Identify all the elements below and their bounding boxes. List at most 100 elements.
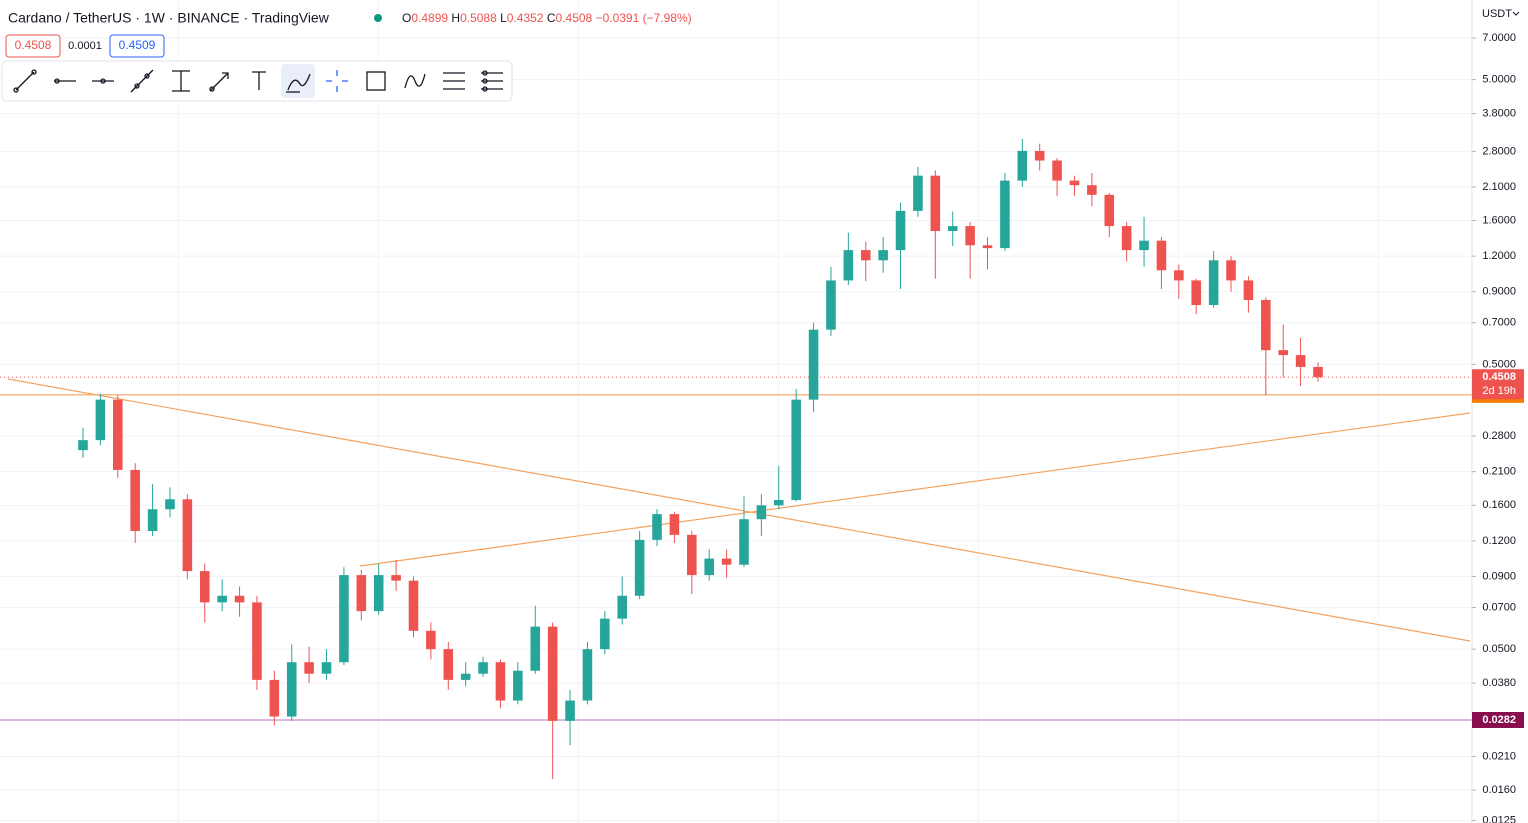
price-label: 0.4508 (1482, 371, 1516, 383)
candle-body (582, 649, 593, 701)
candle-body (304, 662, 314, 674)
candle-body (1226, 260, 1236, 281)
candle-body (687, 534, 697, 576)
candle-body (1261, 299, 1271, 351)
y-tick-label: 1.6000 (1482, 214, 1516, 226)
y-tick-label: 0.1600 (1482, 499, 1516, 511)
rectangle-tool[interactable] (366, 71, 386, 91)
candle-body (895, 210, 906, 251)
candle-body (1069, 180, 1080, 186)
path-tool[interactable] (286, 73, 311, 93)
arrow-tool[interactable] (209, 72, 229, 92)
y-tick-label: 2.1000 (1482, 181, 1516, 193)
candle-body (321, 662, 332, 674)
candle-body (391, 575, 401, 581)
candle-body (860, 250, 871, 261)
curve-tool[interactable] (404, 73, 426, 89)
fib-tool[interactable] (443, 72, 465, 90)
crosshair-tool[interactable] (326, 70, 348, 92)
candle-body (513, 670, 523, 701)
candle-body (1017, 150, 1028, 181)
vertical-tool[interactable] (172, 70, 190, 92)
candle-body (1295, 355, 1306, 367)
candle-body (252, 602, 262, 680)
candle-body (269, 679, 280, 717)
candle-body (826, 280, 836, 330)
candle-body (443, 649, 454, 680)
legend-key: O (402, 11, 411, 25)
symbol-title: Cardano / TetherUS · 1W · BINANCE · Trad… (8, 10, 330, 26)
y-tick-label: 0.0380 (1482, 677, 1516, 689)
candle-body (286, 662, 297, 717)
candle-body (965, 226, 975, 246)
candle-body (95, 399, 106, 441)
candle-body (234, 595, 245, 603)
y-tick-label: 0.1200 (1482, 535, 1516, 547)
horizontal-ray-tool[interactable] (54, 78, 76, 84)
candle-body (600, 618, 610, 650)
y-tick-label: 0.7000 (1482, 317, 1516, 329)
price-label-bg (1472, 369, 1524, 400)
candle-body (1104, 194, 1115, 227)
settings-tool[interactable] (481, 70, 503, 92)
currency[interactable]: USDT (1482, 8, 1512, 20)
candle-body (791, 399, 801, 501)
sell-box[interactable] (5, 34, 61, 58)
candle-body (165, 499, 175, 510)
candle-body (182, 499, 193, 572)
extended-line-tool[interactable] (130, 69, 154, 93)
y-tick-label: 0.0700 (1482, 601, 1516, 613)
bid: 0.4508 (15, 38, 52, 52)
y-tick-label: 3.8000 (1482, 107, 1516, 119)
level-label-bg (1472, 711, 1524, 728)
y-tick-label: 1.2000 (1482, 250, 1516, 262)
vertical-grid (177, 0, 1379, 823)
market-status (374, 14, 382, 22)
candle-body (565, 700, 575, 721)
y-tick-label: 5.0000 (1482, 74, 1516, 86)
candle-body (78, 440, 88, 451)
candle-body (339, 575, 349, 663)
trend-lines (7, 378, 1471, 642)
buy-box[interactable] (109, 34, 165, 58)
candle-body (460, 673, 471, 680)
drawing-toolbar (1, 60, 513, 102)
horizontal-line-tool[interactable] (92, 78, 114, 84)
legend-key: C (547, 11, 556, 25)
candle-body (426, 630, 436, 650)
candle-body (1208, 260, 1219, 306)
y-tick-label: 0.9000 (1482, 286, 1516, 298)
text-tool[interactable] (252, 71, 266, 90)
candle-body (843, 250, 854, 281)
candle-body (739, 519, 749, 565)
candle-body (547, 626, 558, 721)
candle-body (1313, 366, 1323, 378)
legend-value: 0.4899 (411, 11, 448, 25)
candle-body (634, 539, 645, 596)
y-tick-label: 0.0900 (1482, 570, 1516, 582)
candle-body (773, 500, 784, 506)
candle-body (878, 250, 888, 261)
y-tick-label: 2.8000 (1482, 145, 1516, 157)
legend-value: 0.4352 (507, 11, 544, 25)
candle-body (530, 626, 541, 671)
legend-value: 0.4508 (556, 11, 593, 25)
candle-body (1156, 240, 1167, 271)
candle-body (478, 662, 488, 674)
candle-body (1243, 280, 1254, 300)
candle-body (756, 505, 767, 520)
candle-body (982, 245, 993, 249)
y-tick-label: 0.5000 (1482, 358, 1516, 370)
trend-line-tool[interactable] (13, 69, 37, 93)
legend-key: L (500, 11, 507, 25)
candle-body (408, 580, 419, 631)
candle-body (199, 571, 210, 603)
ohlc-legend: O0.4899 H0.5088 L0.4352 C0.4508 −0.0391 … (402, 11, 692, 25)
candle-body (930, 175, 941, 232)
candle-body (704, 558, 714, 576)
candle-body (1000, 180, 1010, 249)
candle-body (217, 595, 227, 603)
candle-body (1191, 280, 1202, 306)
candle-body (669, 514, 680, 535)
spread: 0.0001 (68, 40, 102, 52)
